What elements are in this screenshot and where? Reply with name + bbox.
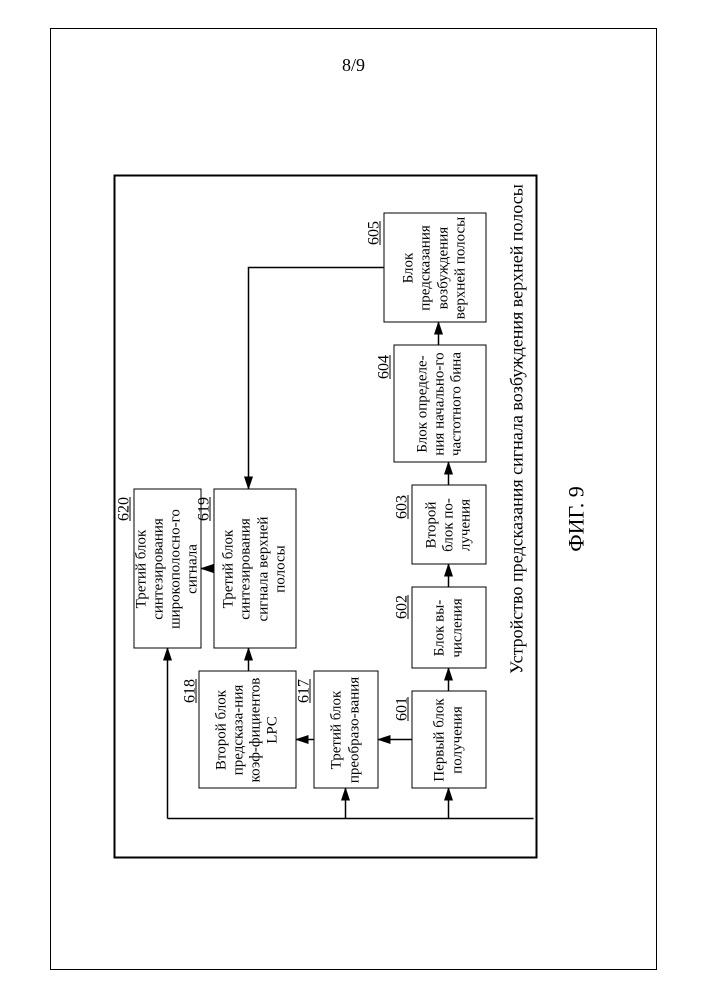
device-label: Устройство предсказания сигнала возбужде… <box>507 184 528 674</box>
diagram-rotated-container: Первый блок получения Блок вы-числения В… <box>0 250 703 765</box>
ref-620: 620 <box>116 497 134 521</box>
block-617-text: Третий блок преобразо-вания <box>329 674 364 786</box>
block-605-text: Блок предсказания возбуждения верхней по… <box>401 216 470 320</box>
block-601-text: Первый блок получения <box>432 694 467 786</box>
ref-601: 601 <box>394 697 412 721</box>
block-618-text: Второй блок предсказа-ния коэф-фициентов… <box>213 674 282 786</box>
ref-619: 619 <box>196 497 214 521</box>
ref-603: 603 <box>394 495 412 519</box>
block-620-text: Третий блок синтезирования широкополосно… <box>133 492 202 646</box>
diagram-canvas: Первый блок получения Блок вы-числения В… <box>94 155 609 859</box>
ref-617: 617 <box>296 679 314 703</box>
figure-caption: ФИГ. 9 <box>564 179 590 859</box>
block-602-compute: Блок вы-числения <box>412 587 487 669</box>
page-number: 8/9 <box>0 55 707 76</box>
ref-602: 602 <box>394 595 412 619</box>
block-617-third-transform: Третий блок преобразо-вания <box>314 671 379 789</box>
ref-618: 618 <box>182 679 200 703</box>
ref-605: 605 <box>366 221 384 245</box>
block-605-highband-excitation: Блок предсказания возбуждения верхней по… <box>384 213 487 323</box>
block-618-lpc-predict: Второй блок предсказа-ния коэф-фициентов… <box>199 671 297 789</box>
block-619-highband-synth: Третий блок синтезирования сигнала верхн… <box>214 489 297 649</box>
block-602-text: Блок вы-числения <box>432 590 467 666</box>
block-604-text: Блок определе-ния начально-го частотного… <box>414 348 466 460</box>
ref-604: 604 <box>376 355 394 379</box>
block-603-second-receive: Второй блок по-лучения <box>412 485 487 565</box>
block-604-start-bin: Блок определе-ния начально-го частотного… <box>394 345 487 463</box>
block-620-wideband-synth: Третий блок синтезирования широкополосно… <box>134 489 202 649</box>
block-619-text: Третий блок синтезирования сигнала верхн… <box>221 492 290 646</box>
block-601-first-receive: Первый блок получения <box>412 691 487 789</box>
block-603-text: Второй блок по-лучения <box>423 488 475 562</box>
